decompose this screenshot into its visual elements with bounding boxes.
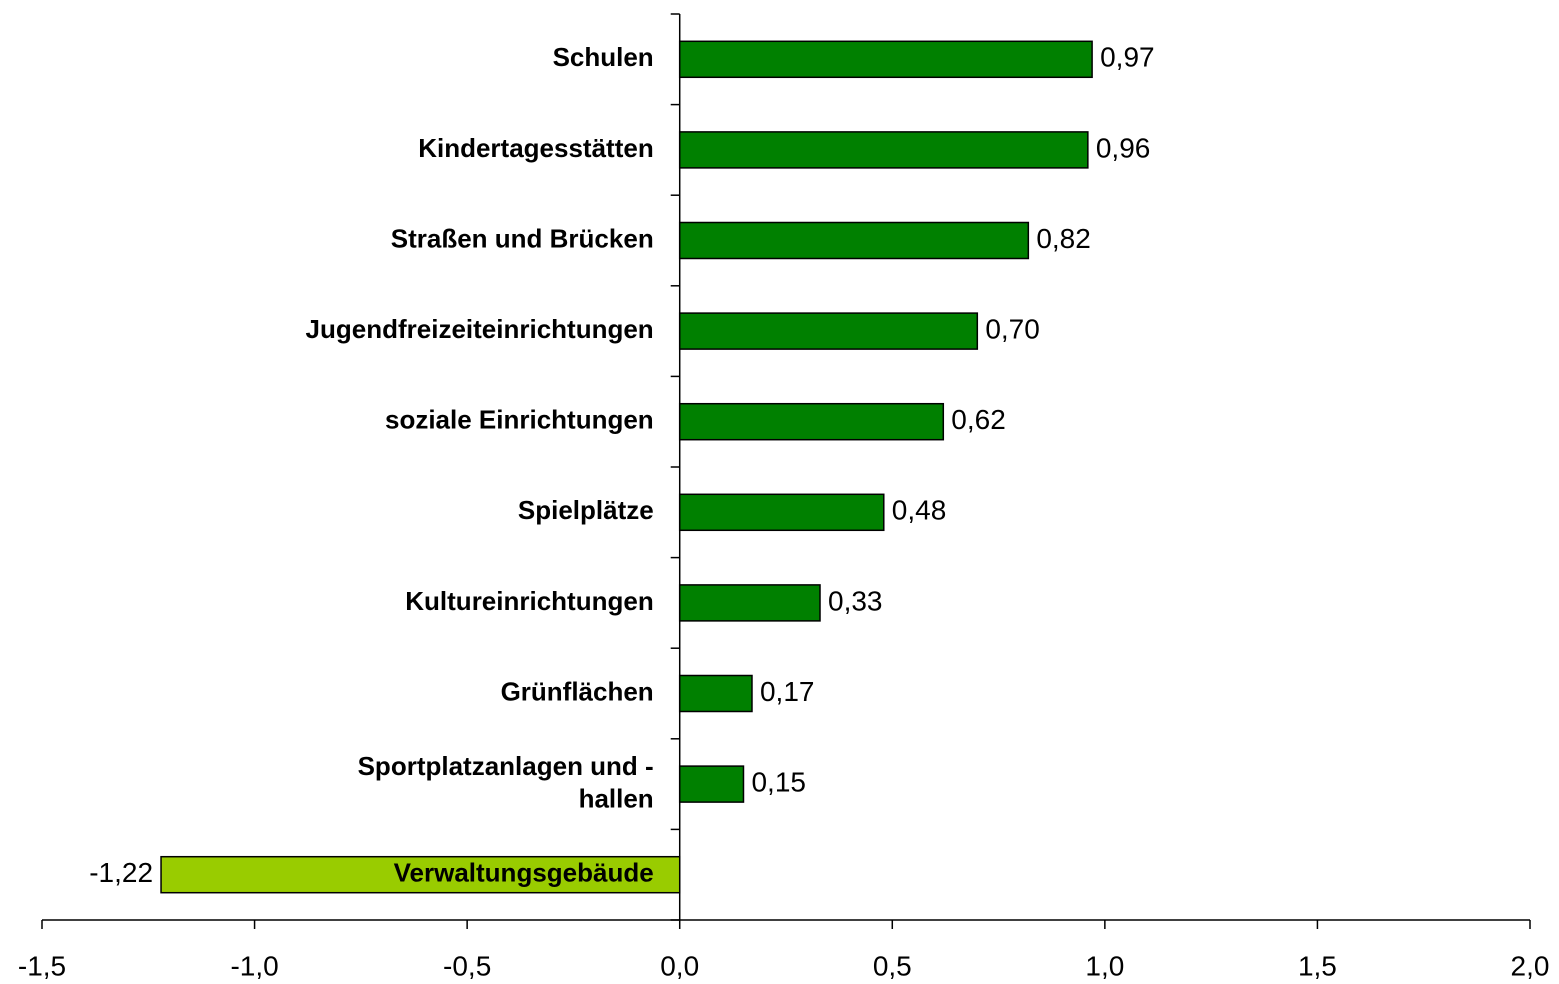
category-label: Jugendfreizeiteinrichtungen [306,314,654,344]
x-tick-label: 0,0 [660,950,699,981]
value-label: 0,15 [751,766,806,797]
category-label: Kindertagesstätten [418,133,654,163]
value-label: 0,17 [760,676,815,707]
x-tick-label: 0,5 [873,950,912,981]
bar [678,584,821,622]
bar [678,402,945,441]
bar [678,493,885,532]
value-label: 0,82 [1036,223,1091,254]
category-label: soziale Einrichtungen [385,405,654,435]
bar [678,221,1030,260]
value-label: 0,48 [892,495,947,526]
category-label: Spielplätze [518,495,654,525]
value-label: 0,97 [1100,42,1155,73]
x-tick-label: -0,5 [443,950,491,981]
value-label: 0,33 [828,585,883,616]
x-tick-label: -1,0 [230,950,278,981]
bar [678,312,979,350]
bar [678,674,753,713]
x-tick-label: 1,0 [1085,950,1124,981]
category-label: Schulen [553,42,654,72]
category-label: Grünflächen [501,676,654,706]
bar [160,855,681,894]
value-label: 0,70 [985,313,1039,344]
bar [678,40,1093,79]
value-label: -1,22 [89,857,153,888]
category-label: Straßen und Brücken [391,223,654,253]
value-label: 0,62 [951,404,1006,435]
x-tick-label: -1,5 [18,950,66,981]
category-label: Sportplatzanlagen und -hallen [358,751,654,814]
x-tick-label: 2,0 [1511,950,1550,981]
bar [678,131,1089,169]
x-tick-label: 1,5 [1298,950,1337,981]
bar [678,765,745,803]
category-label: Verwaltungsgebäude [394,858,654,888]
category-label: Kultureinrichtungen [405,586,653,616]
value-label: 0,96 [1096,132,1151,163]
